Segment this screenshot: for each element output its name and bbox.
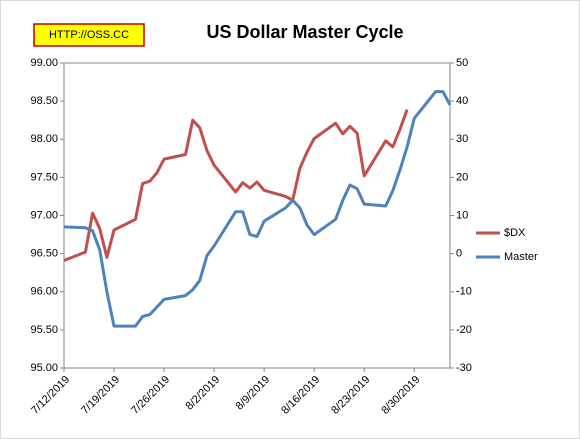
y-tick-label: 97.00	[30, 209, 58, 221]
y-tick-label: 96.00	[30, 286, 58, 298]
y-tick-label: 97.50	[30, 171, 58, 183]
y-tick-label: 98.50	[30, 95, 58, 107]
y2-tick-label: 10	[456, 209, 468, 221]
series-line	[63, 108, 409, 262]
chart-title: US Dollar Master Cycle	[206, 22, 403, 42]
badge	[33, 23, 145, 47]
y2-tick-label: 0	[456, 248, 462, 260]
legend-label: $DX	[504, 227, 526, 239]
y2-tick-label: -10	[456, 286, 472, 298]
y-tick-label: 99.00	[30, 57, 58, 69]
series-line	[63, 90, 452, 328]
y2-tick-label: 40	[456, 95, 468, 107]
y2-tick-label: 30	[456, 133, 468, 145]
y-tick-label: 98.00	[30, 133, 58, 145]
y2-tick-label: -20	[456, 324, 472, 336]
y2-tick-label: -30	[456, 362, 472, 374]
y-tick-label: 95.00	[30, 362, 58, 374]
y2-tick-label: 20	[456, 171, 468, 183]
y2-tick-label: 50	[456, 57, 468, 69]
y-tick-label: 96.50	[30, 248, 58, 260]
y-tick-label: 95.50	[30, 324, 58, 336]
legend-label: Master	[504, 251, 538, 263]
badge-text: HTTP://OSS.CC	[49, 29, 129, 41]
